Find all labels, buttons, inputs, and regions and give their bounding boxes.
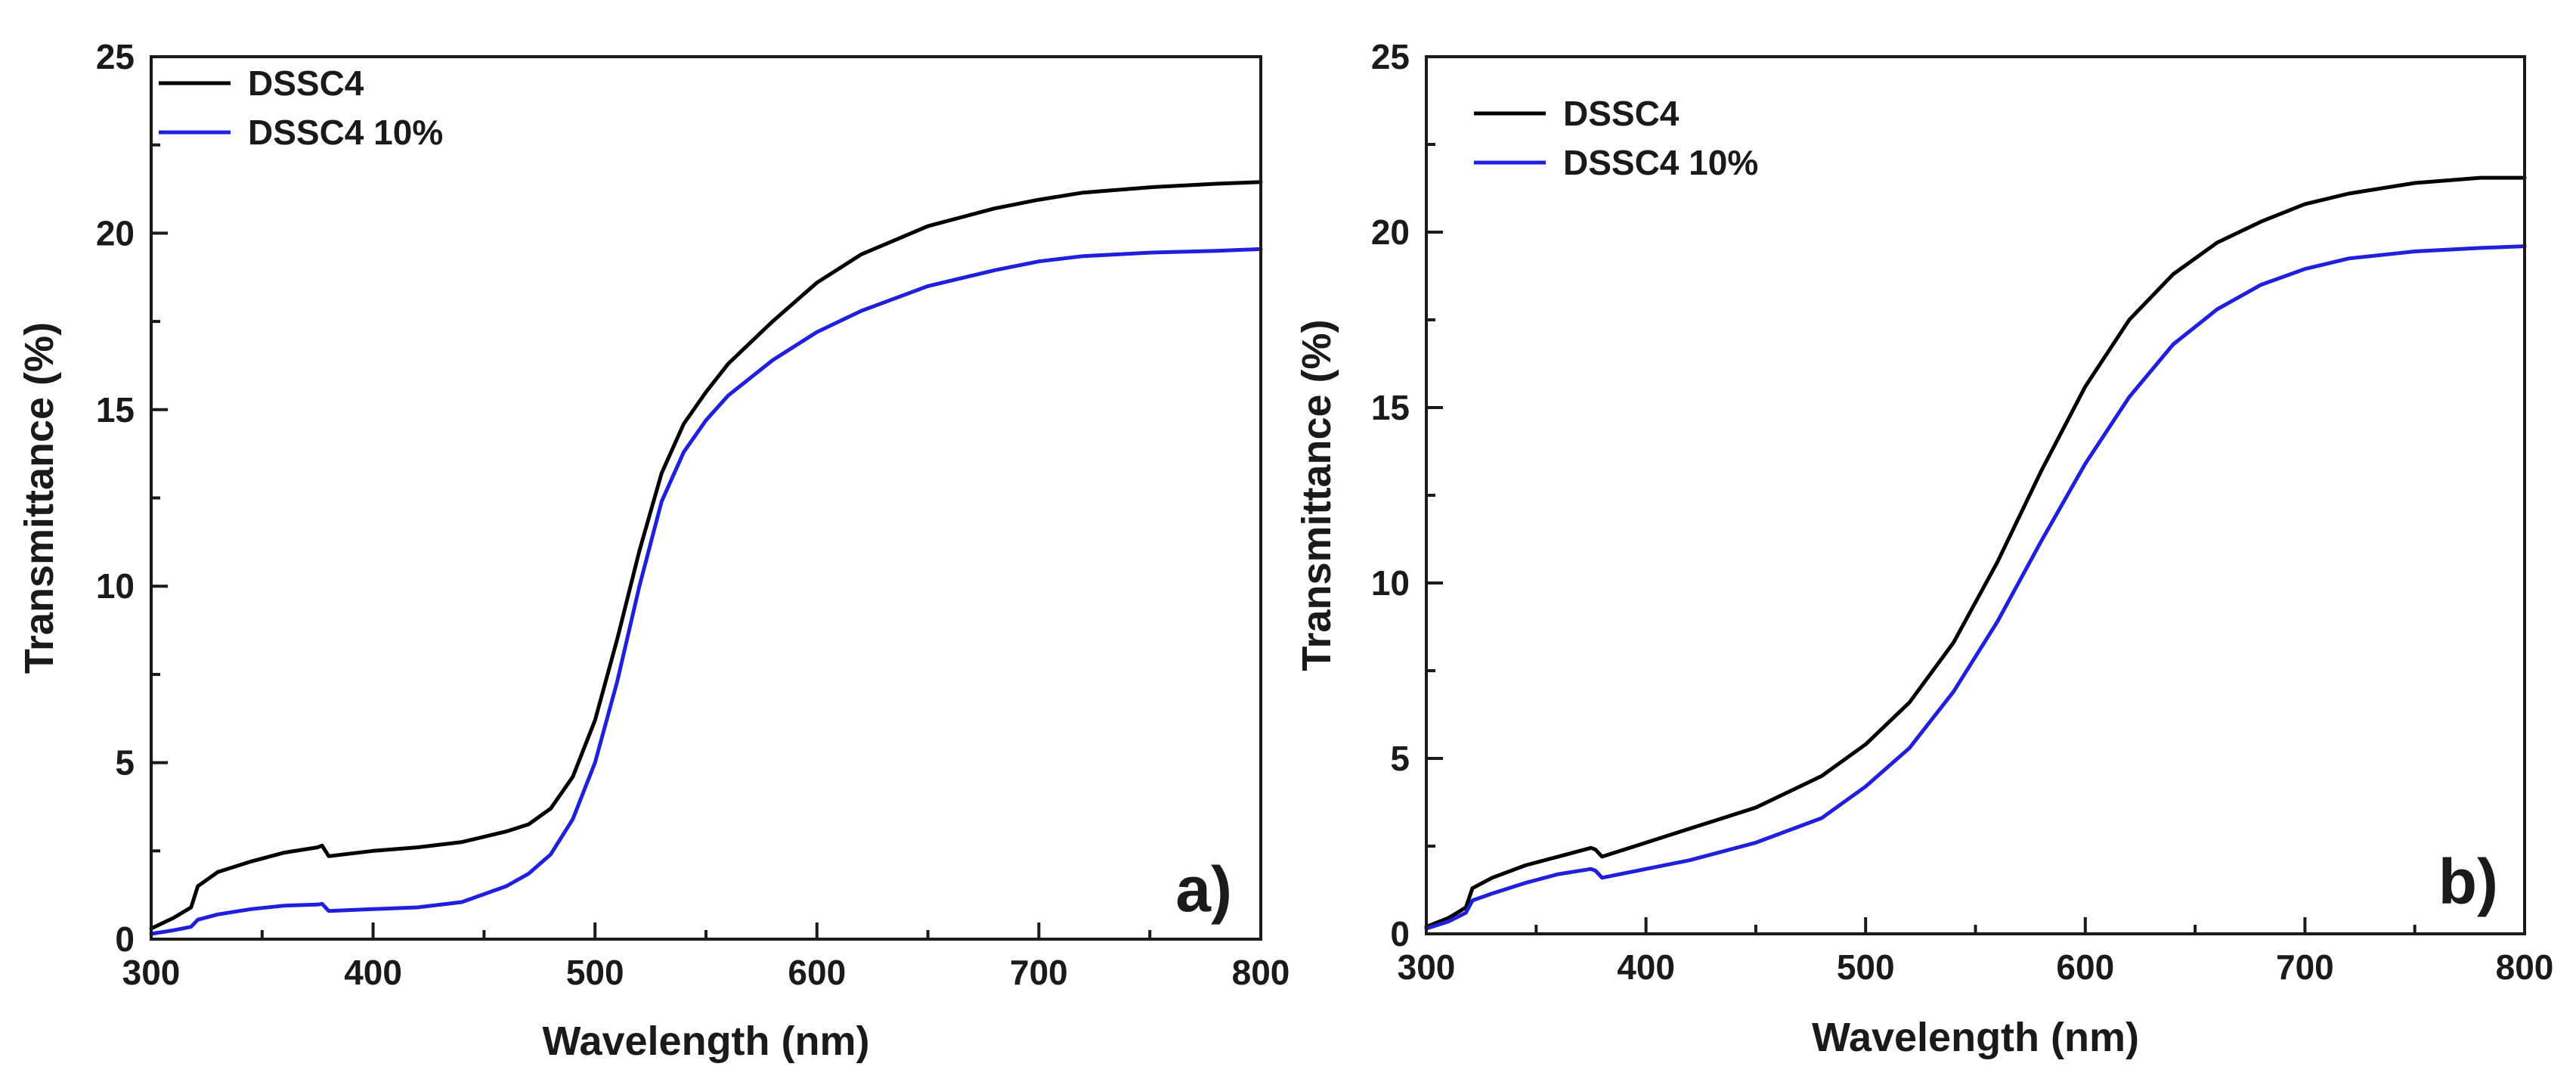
- panel-label: b): [2438, 846, 2498, 917]
- y-axis-label: Transmittance (%): [1294, 319, 1339, 671]
- y-tick-label: 15: [1371, 388, 1410, 427]
- legend-label: DSSC4 10%: [1563, 143, 1758, 182]
- series-line-dssc4-10pct: [149, 247, 1263, 936]
- y-tick-label: 15: [96, 390, 135, 429]
- y-tick-label: 5: [115, 743, 135, 783]
- y-tick-label: 25: [1371, 37, 1410, 76]
- legend-label: DSSC4: [248, 64, 364, 103]
- x-tick-label: 300: [122, 953, 181, 992]
- y-tick-label: 10: [96, 566, 135, 606]
- y-tick-label: 5: [1390, 739, 1410, 778]
- legend-label: DSSC4 10%: [248, 113, 443, 152]
- series-line-dssc4: [149, 180, 1263, 931]
- plot-frame: [150, 55, 1262, 941]
- x-tick-label: 700: [1010, 953, 1068, 992]
- x-tick-label: 400: [1617, 947, 1675, 987]
- series-line-dssc4-10pct: [1424, 244, 2527, 931]
- legend-label: DSSC4: [1563, 94, 1680, 133]
- y-tick-label: 20: [96, 213, 135, 253]
- legend: DSSC4 DSSC4 10%: [159, 64, 443, 152]
- x-tick-label: 500: [566, 953, 624, 992]
- y-tick-label: 0: [1390, 914, 1410, 954]
- x-tick-label: 600: [788, 953, 846, 992]
- x-tick-label: 500: [1837, 947, 1895, 987]
- x-axis-label: Wavelength (nm): [542, 1019, 869, 1064]
- panel-label: a): [1175, 854, 1232, 925]
- y-tick-label: 20: [1371, 212, 1410, 252]
- plot-frame: [1425, 55, 2526, 935]
- x-tick-label: 800: [1232, 953, 1290, 992]
- x-tick-label: 700: [2276, 947, 2334, 987]
- y-tick-label: 25: [96, 37, 135, 76]
- x-tick-label: 400: [344, 953, 402, 992]
- x-tick-label: 800: [2496, 947, 2554, 987]
- legend: DSSC4 DSSC4 10%: [1474, 94, 1758, 182]
- chart-panel-a: 300 400 500 600 700 800 0 5 10 15 20 25 Wavelength (…: [17, 37, 1290, 1064]
- x-axis-label: Wavelength (nm): [1812, 1015, 2139, 1060]
- chart-panel-b: 300 400 500 600 700 800 0 5 10 15 20 25 Wavelength (…: [1294, 37, 2553, 1060]
- x-tick-label: 600: [2056, 947, 2114, 987]
- y-axis-label: Transmittance (%): [17, 322, 62, 674]
- x-tick-label: 300: [1398, 947, 1456, 987]
- series-line-dssc4: [1424, 175, 2527, 929]
- y-tick-label: 10: [1371, 563, 1410, 603]
- y-tick-label: 0: [115, 919, 135, 959]
